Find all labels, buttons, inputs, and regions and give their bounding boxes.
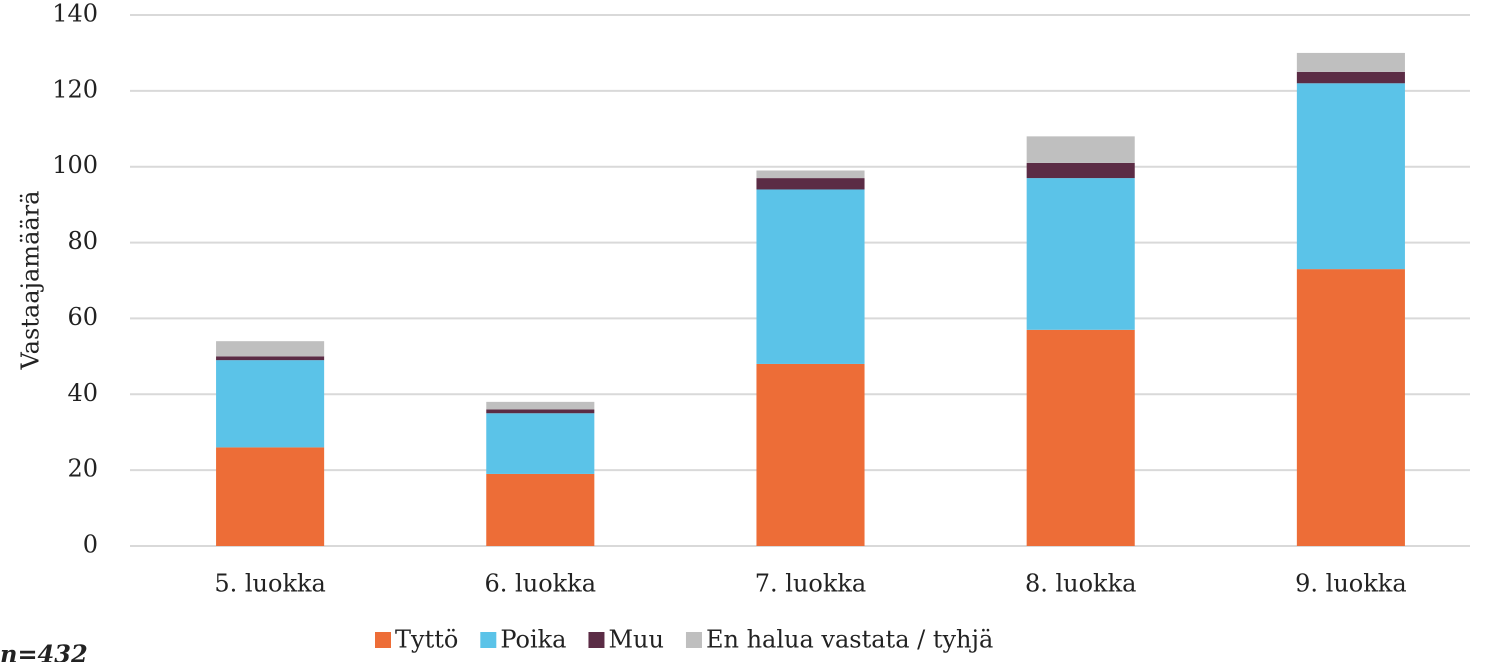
legend-swatch <box>480 632 497 648</box>
legend-label: Poika <box>500 626 566 654</box>
bar-segment <box>756 189 865 364</box>
bar-segment <box>1296 71 1405 84</box>
y-tick-label: 0 <box>83 531 98 559</box>
y-tick-label: 120 <box>52 75 98 103</box>
bar-segment <box>216 447 325 546</box>
y-tick-label: 80 <box>67 227 98 255</box>
bar-segment <box>1296 269 1405 546</box>
x-tick-label: 6. luokka <box>485 570 597 598</box>
legend-label: En halua vastata / tyhjä <box>706 626 993 654</box>
bar-segment <box>1026 178 1135 330</box>
legend-label: Muu <box>608 626 664 654</box>
bar-segment <box>756 363 865 546</box>
bar-segment <box>486 409 595 414</box>
bar-segment <box>486 401 595 410</box>
note: n=432 <box>0 640 88 662</box>
bar-segment <box>1026 136 1135 163</box>
y-tick-label: 40 <box>67 379 98 407</box>
bar-segment <box>756 170 865 179</box>
bar-segment <box>756 178 865 190</box>
y-tick-label: 140 <box>52 0 98 28</box>
x-tick-label: 7. luokka <box>755 570 867 598</box>
y-tick-label: 100 <box>52 151 98 179</box>
bar-segment <box>486 473 595 546</box>
y-axis-label: Vastaajamäärä <box>17 191 45 371</box>
legend-swatch <box>375 632 391 648</box>
bar-segment <box>216 356 325 361</box>
bar-segment <box>216 341 325 357</box>
bar-segment <box>1026 329 1135 546</box>
legend-swatch <box>588 632 605 648</box>
bar-segment <box>1296 52 1405 72</box>
x-tick-label: 9. luokka <box>1295 570 1407 598</box>
y-tick-label: 60 <box>67 303 98 331</box>
bar-segment <box>486 413 595 474</box>
x-tick-label: 8. luokka <box>1025 570 1137 598</box>
legend-swatch <box>685 632 702 648</box>
x-tick-label: 5. luokka <box>214 570 326 598</box>
bar-segment <box>216 360 325 448</box>
legend-label: Tyttö <box>395 626 458 654</box>
bar-segment <box>1026 162 1135 179</box>
y-tick-label: 20 <box>67 455 98 483</box>
bar-segment <box>1296 83 1405 270</box>
